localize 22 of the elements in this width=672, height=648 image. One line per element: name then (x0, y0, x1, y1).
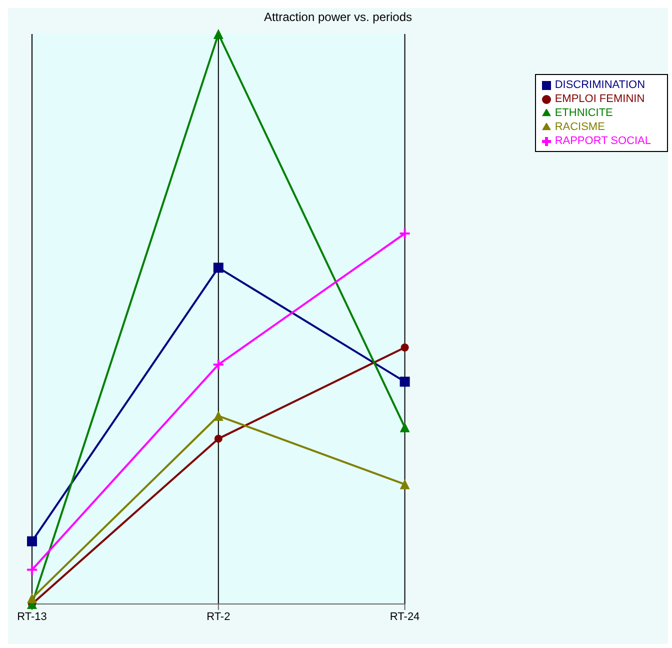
point (213, 410, 224, 421)
chart-title: Attraction power vs. periods (262, 9, 414, 24)
point (213, 262, 224, 273)
legend-label: ETHNICITE (554, 107, 613, 119)
legend-label: DISCRIMINATION (554, 79, 646, 91)
point (400, 422, 410, 432)
legend-label: RACISME (554, 121, 605, 133)
legend-label: EMPLOI FEMININ (554, 93, 645, 105)
x-tick-label: RT-13 (17, 610, 47, 623)
point (26, 564, 38, 576)
point (400, 376, 410, 387)
point (398, 228, 411, 240)
point (27, 593, 37, 604)
point (214, 434, 222, 443)
legend-label: RAPPORT SOCIAL (554, 135, 651, 147)
point (213, 29, 224, 39)
x-tick-label: RT-24 (390, 610, 420, 623)
point (400, 479, 410, 490)
point (27, 536, 37, 546)
x-tick-label: RT-2 (206, 610, 230, 623)
point (400, 344, 409, 352)
point (212, 358, 224, 371)
